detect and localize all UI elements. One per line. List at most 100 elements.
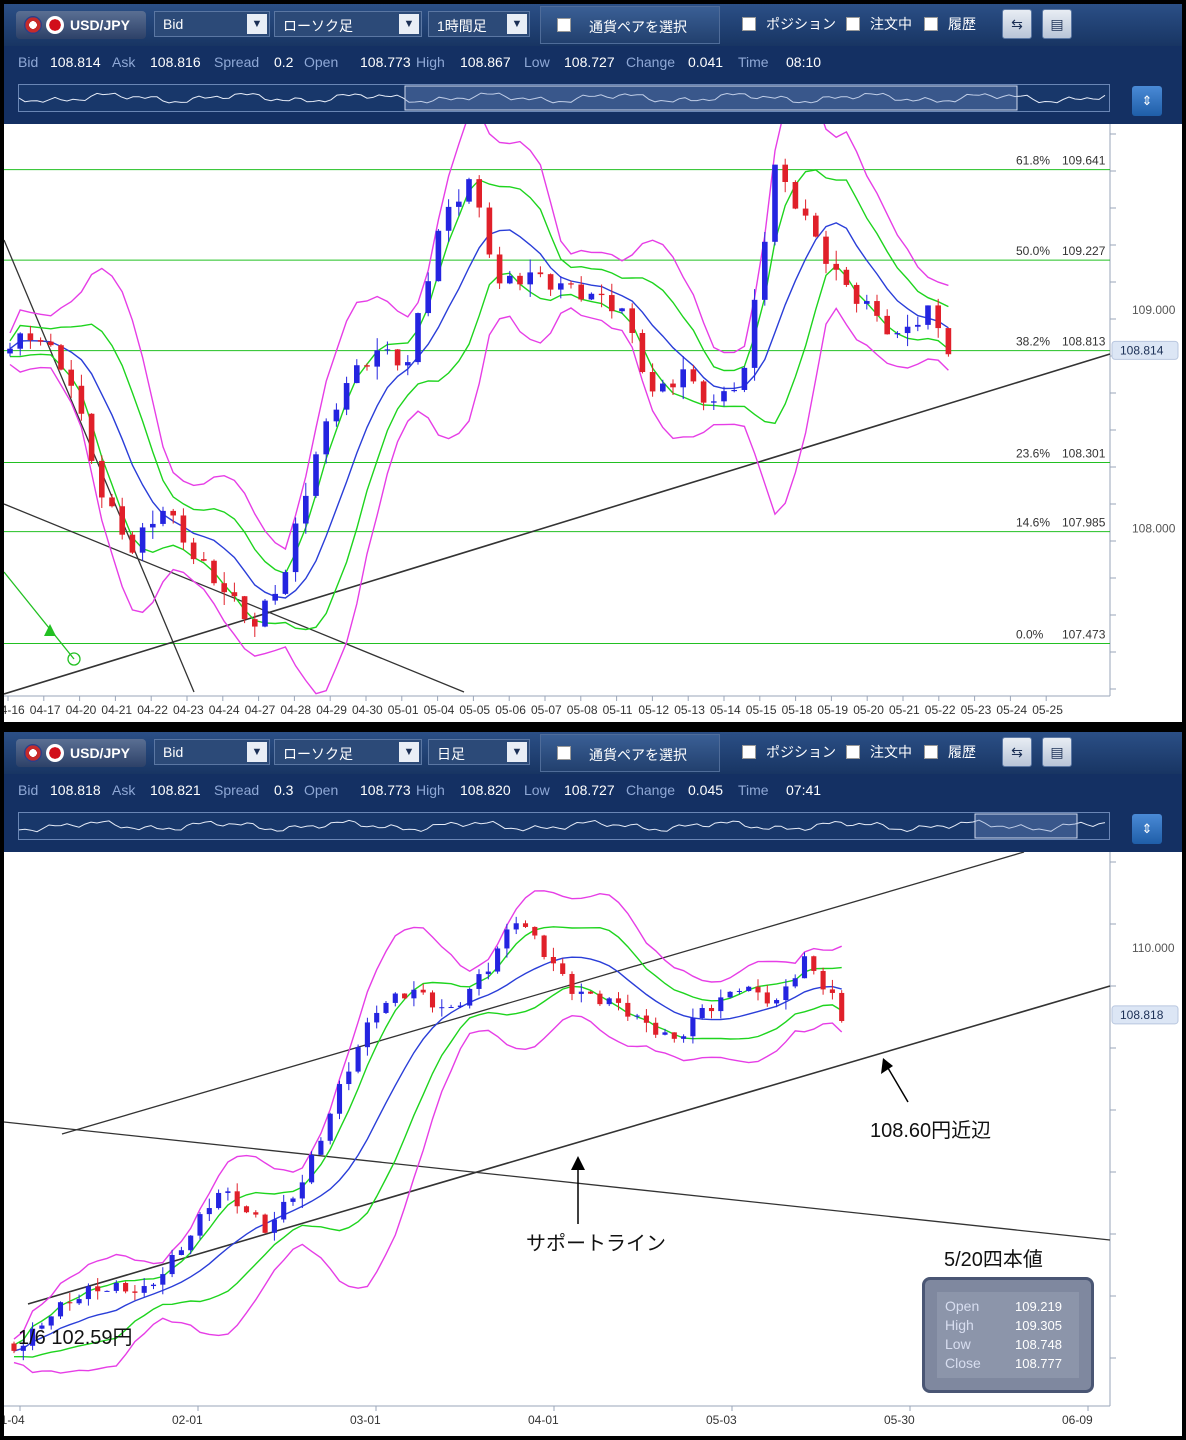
candle-body <box>755 986 761 993</box>
info-label: Spread <box>214 54 260 70</box>
pair-select-button[interactable]: 通貨ペアを選択 <box>540 6 720 44</box>
settings-button[interactable]: ⇆ <box>1002 9 1032 39</box>
candle-body <box>281 1201 287 1220</box>
time-tick-label: 05-08 <box>567 703 598 717</box>
candle-body <box>560 963 566 974</box>
candle-body <box>141 1286 147 1293</box>
candle-body <box>517 275 523 285</box>
candle-body <box>435 230 442 282</box>
bollinger-upper-2sigma <box>13 890 842 1340</box>
pair-select-button[interactable]: 通貨ペアを選択 <box>540 734 720 772</box>
arrow-head <box>44 624 56 636</box>
ohlc-label: Low <box>945 1336 971 1352</box>
navigator-scrollbar[interactable] <box>18 84 1110 112</box>
navigator-window <box>974 813 1078 839</box>
candle-body <box>690 1018 696 1037</box>
chart-style-select[interactable]: ローソク足 ▼ <box>274 11 422 37</box>
candle-body <box>700 381 707 403</box>
candle-body <box>569 973 575 994</box>
navigator-toggle-button[interactable]: ⇕ <box>1132 814 1162 844</box>
time-tick-label: 04-30 <box>352 703 383 717</box>
time-tick-label: 05-13 <box>674 703 705 717</box>
daily-candle-chart[interactable]: 110.000 108.818 01-04 02-01 03-01 04-01 05-03 0… <box>4 852 1182 1436</box>
price-tick-label: 109.000 <box>1132 303 1176 317</box>
candle-body <box>597 993 603 1005</box>
time-tick-label: 05-04 <box>424 703 455 717</box>
ohlc-value: 108.777 <box>1015 1356 1062 1371</box>
position-checkbox[interactable] <box>742 17 756 31</box>
settings-button[interactable]: ⇆ <box>1002 737 1032 767</box>
symbol-button[interactable]: USD/JPY <box>16 11 146 39</box>
info-label: Time <box>738 782 769 798</box>
trend-line <box>27 985 1111 1305</box>
candle-body <box>272 593 279 601</box>
window-button[interactable]: ▤ <box>1042 9 1072 39</box>
us-flag-icon <box>24 744 42 762</box>
position-checkbox[interactable] <box>742 745 756 759</box>
current-price-tag <box>1111 340 1179 360</box>
candle-body <box>150 1284 157 1287</box>
candle-body <box>746 986 752 991</box>
candle-body <box>774 1000 780 1004</box>
current-price-label: 108.814 <box>1120 343 1164 357</box>
history-checkbox[interactable] <box>924 17 938 31</box>
time-tick-label: 05-18 <box>782 703 813 717</box>
candle-body <box>476 974 482 989</box>
candle-body <box>20 1345 26 1351</box>
chart-style-select[interactable]: ローソク足 ▼ <box>274 739 422 765</box>
toolbar: USD/JPY Bid ▼ ローソク足 ▼ 日足 ▼ 通貨ペアを選択 ポジション 注文… <box>4 732 1182 774</box>
info-label: High <box>416 782 445 798</box>
fibonacci-price: 109.227 <box>1062 244 1106 258</box>
symbol-button[interactable]: USD/JPY <box>16 739 146 767</box>
candle-body <box>374 350 381 367</box>
candle-body <box>782 164 789 183</box>
orders-checkbox[interactable] <box>846 745 860 759</box>
candle-body <box>829 989 835 993</box>
candle-body <box>608 295 615 312</box>
candle-body <box>522 923 529 927</box>
ohlc-legend-inner: Open 109.219 High 109.305 Low 108.748 Close 108… <box>937 1292 1079 1378</box>
time-tick-label: 04-24 <box>209 703 240 717</box>
fibonacci-label: 61.8% <box>1016 154 1050 168</box>
candle-body <box>914 324 921 327</box>
price-type-select[interactable]: Bid ▼ <box>154 11 270 37</box>
info-value: 0.2 <box>274 54 294 70</box>
time-tick-label: 05-15 <box>746 703 777 717</box>
fibonacci-label: 38.2% <box>1016 335 1050 349</box>
candle-body <box>309 1154 315 1183</box>
bollinger-lower-2sigma <box>9 307 949 695</box>
bollinger-lower-2sigma <box>13 1014 843 1374</box>
timeframe-select[interactable]: 日足 ▼ <box>428 739 530 765</box>
candle-body <box>253 1212 259 1215</box>
pair-select-checkbox[interactable] <box>557 18 571 32</box>
candle-body <box>467 988 473 1006</box>
moving-average <box>9 222 949 599</box>
pair-select-checkbox[interactable] <box>557 746 571 760</box>
window-button[interactable]: ▤ <box>1042 737 1072 767</box>
time-tick-label: 05-25 <box>1032 703 1063 717</box>
info-value: 108.773 <box>360 782 411 798</box>
candle-body <box>764 992 770 1004</box>
timeframe-select[interactable]: 1時間足 ▼ <box>428 11 530 37</box>
price-axis-bg <box>1110 124 1182 720</box>
navigator-toggle-button[interactable]: ⇕ <box>1132 86 1162 116</box>
orders-checkbox[interactable] <box>846 17 860 31</box>
navigator-scrollbar[interactable] <box>18 812 1110 840</box>
info-label: Bid <box>18 782 39 798</box>
chevron-down-icon: ▼ <box>247 742 267 762</box>
price-info-bar: Bid 108.814 Ask 108.816 Spread 0.2 Open 108.773… <box>4 46 1182 78</box>
hourly-candle-chart[interactable]: 61.8% 109.641 50.0% 109.227 38.2% 108.813 23.6… <box>4 124 1182 722</box>
info-label: Change <box>626 54 676 70</box>
candle-body <box>708 1008 715 1012</box>
info-value: 108.816 <box>150 54 201 70</box>
price-type-select[interactable]: Bid ▼ <box>154 739 270 765</box>
candle-body <box>643 1015 649 1023</box>
info-value: 0.041 <box>688 54 724 70</box>
history-checkbox[interactable] <box>924 745 938 759</box>
candle-body <box>568 283 574 285</box>
candle-body <box>343 383 350 410</box>
jp-flag-icon <box>46 16 64 34</box>
candle-body <box>429 992 436 1008</box>
moving-average <box>13 956 842 1352</box>
candle-body <box>37 340 44 342</box>
